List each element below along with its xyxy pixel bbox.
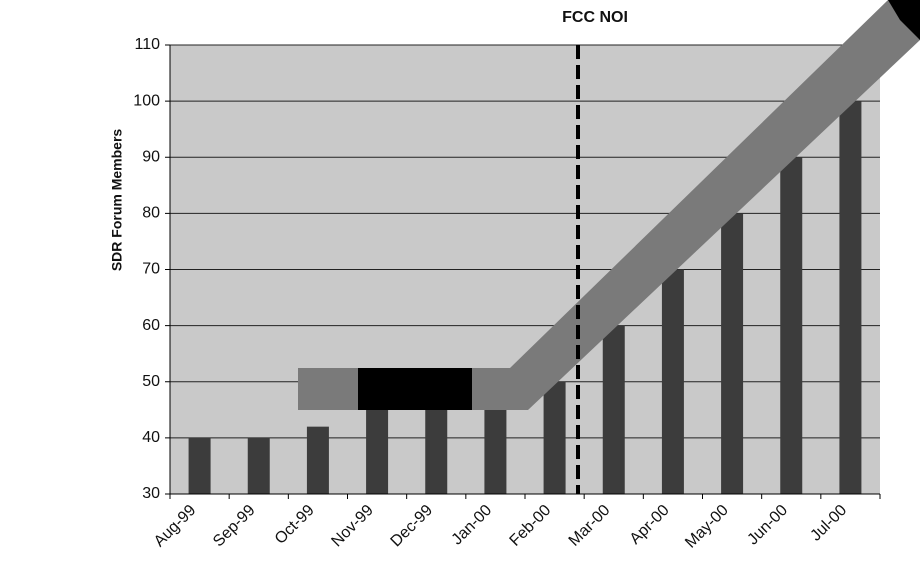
x-tick-label: Aug-99	[151, 502, 200, 551]
x-tick-label: Nov-99	[328, 502, 377, 551]
arrow-highlight	[358, 368, 472, 410]
bar	[780, 157, 802, 494]
bar	[544, 382, 566, 494]
bar	[425, 410, 447, 494]
y-tick-label: 90	[142, 148, 160, 165]
bar	[307, 427, 329, 494]
bar	[839, 101, 861, 494]
bar	[248, 438, 270, 494]
bar	[721, 213, 743, 494]
y-tick-label: 50	[142, 373, 160, 390]
x-tick-label: Sep-99	[210, 502, 259, 551]
y-tick-label: 110	[134, 36, 160, 53]
y-tick-label: 70	[142, 261, 160, 278]
chart: FCC NOI SDR Forum Members 30 40 50 60 70 80 90…	[0, 0, 920, 587]
y-tick-label: 30	[142, 485, 160, 502]
y-tick-label: 60	[142, 317, 160, 334]
y-tick-label: 100	[133, 92, 160, 109]
x-tick-label: Jul-00	[807, 502, 850, 545]
bar	[366, 410, 388, 494]
x-tick-label: Jan-00	[449, 502, 496, 549]
x-tick-label: Apr-00	[627, 502, 673, 548]
x-tick-label: May-00	[682, 502, 732, 552]
y-tick-label: 40	[142, 429, 160, 446]
x-tick-label: Oct-99	[272, 502, 318, 548]
x-tick-label: Mar-00	[566, 502, 614, 550]
y-tick-label: 80	[142, 205, 160, 222]
annotation: FCC NOI	[562, 9, 628, 26]
bar	[603, 326, 625, 494]
y-axis-label: SDR Forum Members	[109, 129, 125, 272]
bar	[189, 438, 211, 494]
x-tick-label: Jun-00	[744, 502, 791, 549]
bar	[484, 410, 506, 494]
x-tick-label: Feb-00	[507, 502, 555, 550]
bar	[662, 270, 684, 495]
x-tick-label: Dec-99	[388, 502, 437, 551]
